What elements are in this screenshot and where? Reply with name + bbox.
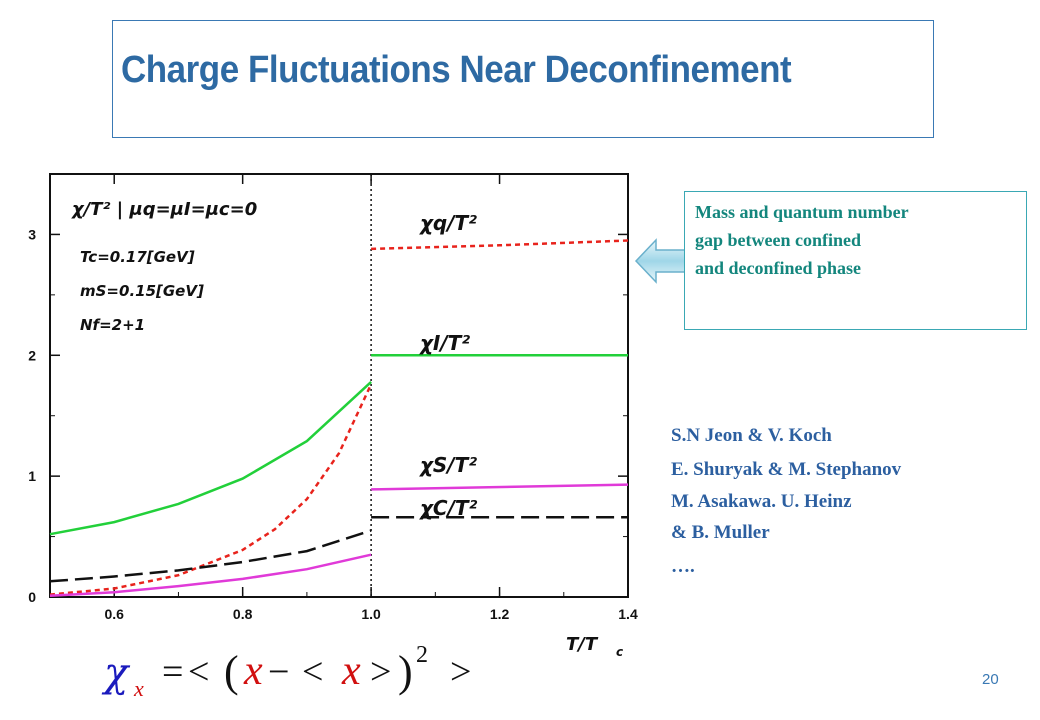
series-label: χI/T² (419, 331, 470, 355)
y-tick-label: 2 (28, 347, 36, 363)
formula-lparen: ( (224, 647, 239, 696)
reference-line: S.N Jeon & V. Koch (671, 425, 832, 446)
chart-annotation: Tc=0.17[GeV] (80, 248, 195, 266)
y-tick-label: 1 (28, 468, 36, 484)
series-label: χC/T² (419, 496, 478, 520)
formula-x: x (243, 648, 263, 694)
chart-annotation: mS=0.15[GeV] (80, 282, 204, 300)
y-tick-label: 0 (28, 589, 36, 605)
formula-equals: = (162, 651, 183, 693)
formula-x: x (341, 648, 361, 694)
x-tick-label: 1.0 (361, 606, 381, 622)
series-line (371, 483, 629, 491)
formula-subscript: x (133, 676, 144, 701)
x-axis-label-subscript: c (616, 645, 623, 659)
x-axis-label: T/T (566, 634, 599, 655)
chart-annotation: χ/T² | μq=μI=μc=0 (71, 199, 257, 220)
chart: 0 1 2 3 0.6 0.8 1.0 1.2 1.4 χq/T² χI/T² χS/T² χC/T² χ… (28, 173, 638, 659)
y-tick-label: 3 (28, 226, 36, 242)
callout-line: gap between confined (695, 230, 861, 250)
series-line (49, 529, 372, 583)
formula-minus: − (268, 651, 289, 693)
callout-box: Mass and quantum number gap between conf… (684, 191, 1027, 330)
left-arrow-icon (634, 238, 688, 284)
series-line (371, 239, 629, 251)
title-box: Charge Fluctuations Near Deconfinement (112, 20, 934, 138)
series-line (49, 553, 372, 598)
x-tick-label: 0.6 (104, 606, 124, 622)
formula-rparen: ) (398, 647, 413, 696)
plot-frame (49, 173, 629, 598)
formula-chi: χ (101, 650, 131, 696)
series-line (49, 383, 373, 596)
formula-lt: < (302, 651, 323, 693)
reference-line: M. Asakawa. U. Heinz (671, 491, 852, 512)
callout-line: Mass and quantum number (695, 202, 909, 222)
slide-title: Charge Fluctuations Near Deconfinement (121, 49, 792, 91)
page-number: 20 (982, 671, 999, 688)
series-line (49, 380, 372, 536)
formula-gt: > (370, 651, 391, 693)
reference-line: …. (671, 556, 695, 577)
formula-gt: > (450, 651, 471, 693)
formula-exponent: 2 (416, 642, 428, 668)
x-tick-label: 0.8 (233, 606, 253, 622)
reference-line: E. Shuryak & M. Stephanov (671, 459, 902, 480)
chart-annotation: Nf=2+1 (80, 316, 145, 334)
series-label: χq/T² (419, 211, 477, 235)
reference-line: & B. Muller (671, 522, 770, 543)
x-tick-label: 1.4 (618, 606, 638, 622)
formula-lt: < (188, 651, 209, 693)
series-label: χS/T² (419, 453, 477, 477)
x-tick-label: 1.2 (490, 606, 510, 622)
formula: χ x = < ( x − < x > ) 2 > (101, 642, 471, 701)
callout-line: and deconfined phase (695, 258, 862, 278)
